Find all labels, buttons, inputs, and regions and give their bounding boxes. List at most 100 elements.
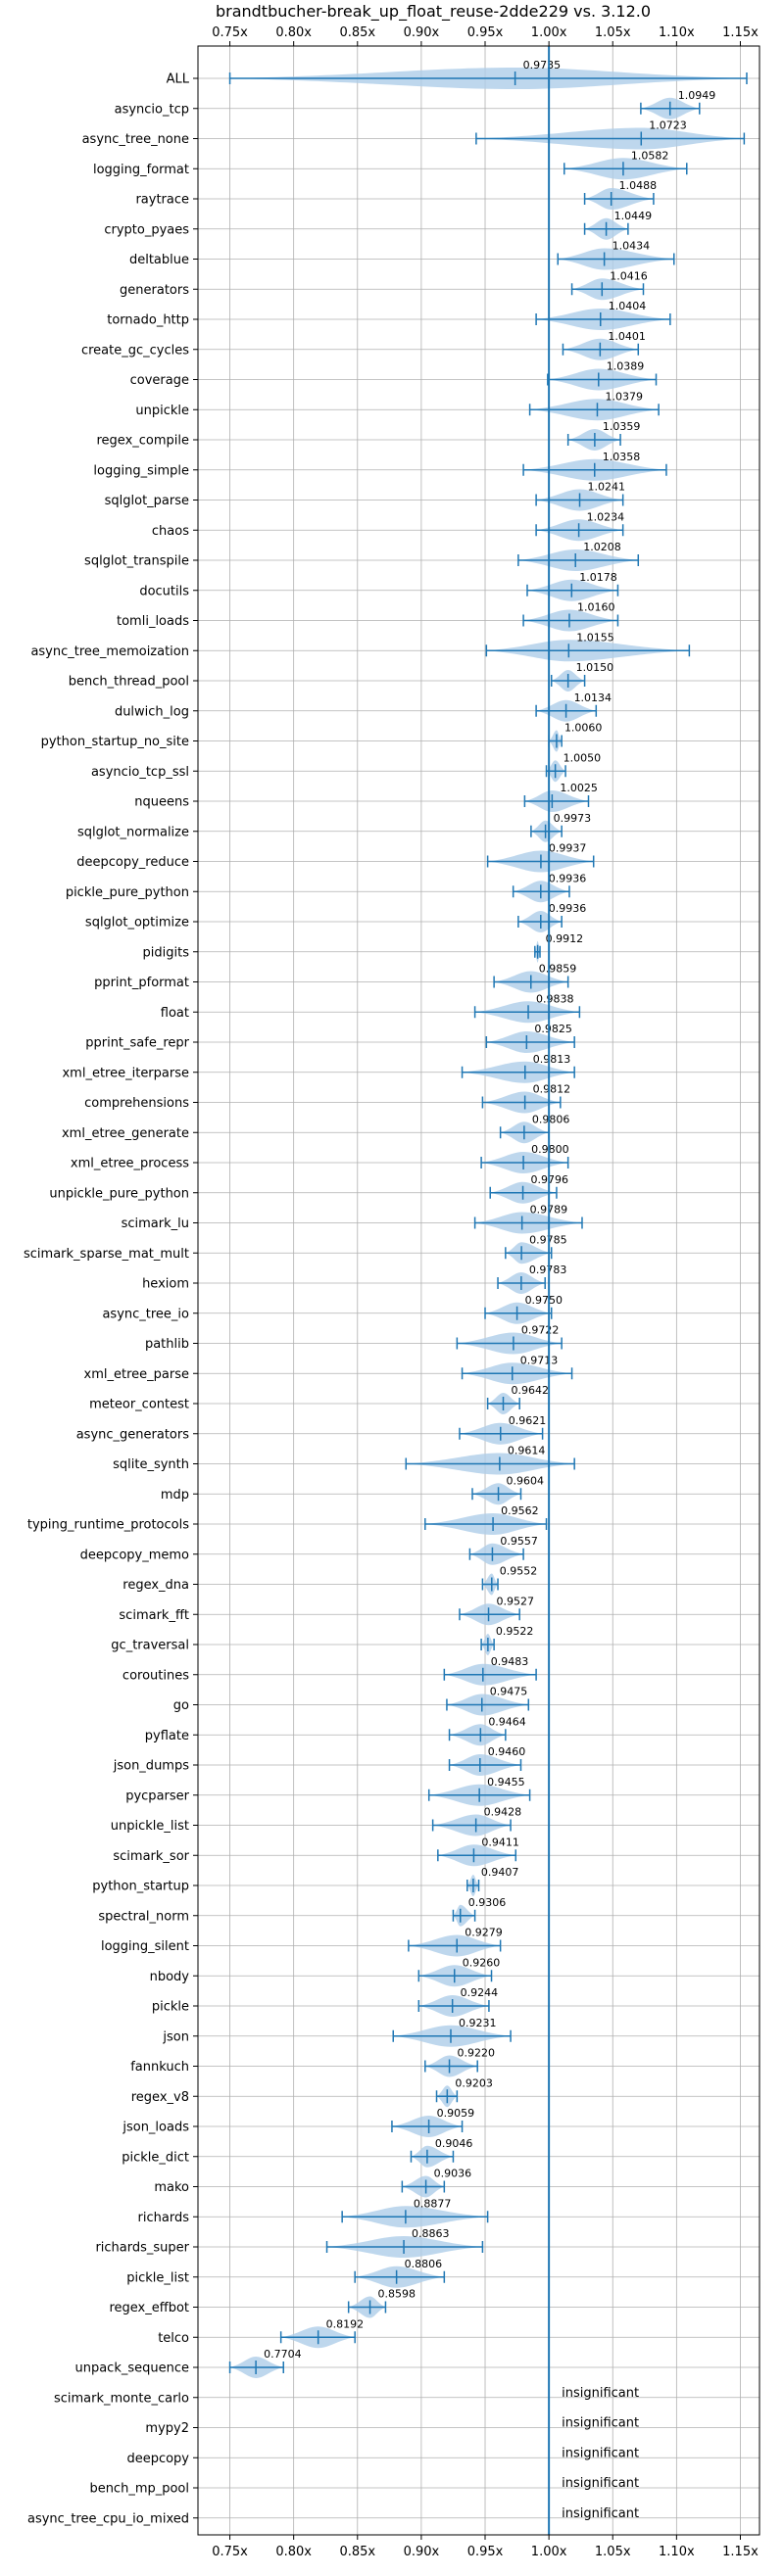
value-label: 0.8806 xyxy=(405,2258,443,2270)
category-label: unpack_sequence xyxy=(74,2361,189,2376)
category-label: regex_effbot xyxy=(109,2301,189,2315)
category-label: go xyxy=(173,1698,189,1713)
value-label: 0.9936 xyxy=(549,902,587,915)
value-label: 1.0434 xyxy=(612,240,651,253)
category-label: python_startup_no_site xyxy=(41,735,189,749)
category-label: async_tree_io xyxy=(102,1307,189,1321)
category-label: asyncio_tcp xyxy=(115,102,189,117)
value-label: 0.9220 xyxy=(458,2047,496,2060)
x-tick-label-bottom: 0.90x xyxy=(404,2545,440,2559)
category-label: unpickle xyxy=(135,404,189,418)
value-label: 0.9411 xyxy=(481,1836,519,1848)
value-label: 0.9912 xyxy=(546,932,584,945)
category-label: chaos xyxy=(152,524,189,539)
value-label: 0.9244 xyxy=(461,1986,499,1999)
category-label: telco xyxy=(158,2331,189,2346)
category-label: python_startup xyxy=(92,1880,189,1894)
category-label: json xyxy=(162,2029,189,2044)
value-label: 1.0150 xyxy=(576,661,614,674)
value-label: 1.0208 xyxy=(583,541,621,553)
value-label: 0.9475 xyxy=(490,1686,528,1698)
value-label: 1.0449 xyxy=(614,210,653,222)
category-label: asyncio_tcp_ssl xyxy=(91,765,189,780)
category-label: sqlglot_optimize xyxy=(85,916,189,930)
category-label: mako xyxy=(154,2180,189,2195)
category-label: deepcopy_memo xyxy=(80,1548,189,1562)
category-label: create_gc_cycles xyxy=(81,343,189,358)
value-label: 0.9800 xyxy=(531,1143,569,1156)
value-label: 0.9203 xyxy=(455,2076,493,2089)
violins: 0.9735 1.0949 1.0723 1.0582 1.0488 1.0449 1.04… xyxy=(228,46,748,2535)
value-label: 1.0241 xyxy=(588,481,626,494)
value-label: 1.0416 xyxy=(610,269,648,282)
category-label: coroutines xyxy=(122,1668,189,1683)
x-tick-label-top: 1.00x xyxy=(531,25,567,40)
value-label: 1.0234 xyxy=(587,510,625,523)
value-label: 1.0050 xyxy=(564,751,602,764)
category-label: pathlib xyxy=(145,1337,189,1352)
value-label: 0.9527 xyxy=(497,1595,534,1607)
x-tick-label-top: 0.90x xyxy=(404,25,440,40)
x-tick-label-bottom: 1.10x xyxy=(659,2545,695,2559)
value-label: 1.0155 xyxy=(576,631,614,644)
category-label: unpickle_list xyxy=(111,1819,189,1834)
x-tick-label-bottom: 1.15x xyxy=(722,2545,759,2559)
category-label: ALL xyxy=(167,72,190,87)
category-label: logging_silent xyxy=(101,1939,189,1954)
x-tick-label-bottom: 1.05x xyxy=(595,2545,631,2559)
value-label: 1.0582 xyxy=(631,149,669,162)
x-tick-label-top: 1.10x xyxy=(659,25,695,40)
value-label: 1.0358 xyxy=(603,451,641,463)
category-label: pycparser xyxy=(125,1789,189,1803)
value-label: 0.9973 xyxy=(554,812,592,825)
category-label: xml_etree_parse xyxy=(84,1367,189,1382)
category-label: scimark_sor xyxy=(113,1849,189,1864)
category-label: nbody xyxy=(150,1970,190,1984)
value-label: 0.9825 xyxy=(534,1023,572,1035)
x-tick-label-top: 0.95x xyxy=(467,25,504,40)
x-tick-label-bottom: 0.80x xyxy=(275,2545,312,2559)
category-label: bench_mp_pool xyxy=(89,2482,189,2497)
value-label: 0.9306 xyxy=(468,1896,507,1909)
value-label: 0.9279 xyxy=(465,1927,503,1939)
category-label: deepcopy xyxy=(126,2452,189,2466)
category-label: pyflate xyxy=(145,1729,189,1743)
category-label: json_dumps xyxy=(113,1759,189,1774)
value-label: 0.9936 xyxy=(549,872,587,884)
value-label: 0.8863 xyxy=(412,2227,450,2240)
value-label: 0.9806 xyxy=(532,1113,570,1125)
category-label: richards_super xyxy=(95,2241,189,2256)
value-label: 0.9812 xyxy=(533,1083,571,1096)
category-label: logging_simple xyxy=(93,463,189,478)
category-label: deepcopy_reduce xyxy=(76,855,189,870)
category-label: deltablue xyxy=(129,253,189,267)
grid xyxy=(198,46,760,2535)
category-label: mdp xyxy=(161,1488,189,1503)
value-label: 0.9750 xyxy=(525,1294,564,1307)
value-label: 0.8877 xyxy=(414,2197,452,2210)
value-label: 1.0949 xyxy=(678,89,716,102)
value-label: 1.0488 xyxy=(619,179,658,192)
category-label: sqlglot_parse xyxy=(105,494,189,508)
category-label: xml_etree_process xyxy=(71,1157,189,1171)
category-label: pickle xyxy=(152,2000,189,2015)
value-label: 1.0379 xyxy=(605,390,643,403)
chart-title: brandtbucher-break_up_float_reuse-2dde22… xyxy=(216,2,651,22)
category-label: scimark_fft xyxy=(119,1608,189,1623)
category-label: unpickle_pure_python xyxy=(49,1186,189,1201)
value-label: 0.9460 xyxy=(488,1745,525,1758)
value-label: 0.9036 xyxy=(434,2168,472,2180)
value-label: 0.9783 xyxy=(529,1264,567,1276)
axis-ticks: 0.75x 0.75x 0.80x 0.80x 0.85x 0.85x 0.90x 0.90x… xyxy=(193,25,759,2559)
category-label: raytrace xyxy=(135,193,189,208)
category-label: regex_compile xyxy=(96,434,189,449)
category-label: sqlite_synth xyxy=(113,1457,189,1472)
x-tick-label-top: 1.05x xyxy=(595,25,631,40)
value-label: 0.9722 xyxy=(521,1324,560,1337)
category-label: pidigits xyxy=(143,945,190,960)
category-label: hexiom xyxy=(142,1277,189,1292)
value-label: 1.0723 xyxy=(649,119,687,132)
value-label: 0.7704 xyxy=(264,2348,302,2361)
value-label: 0.9231 xyxy=(459,2017,497,2029)
x-tick-label-bottom: 1.00x xyxy=(531,2545,567,2559)
